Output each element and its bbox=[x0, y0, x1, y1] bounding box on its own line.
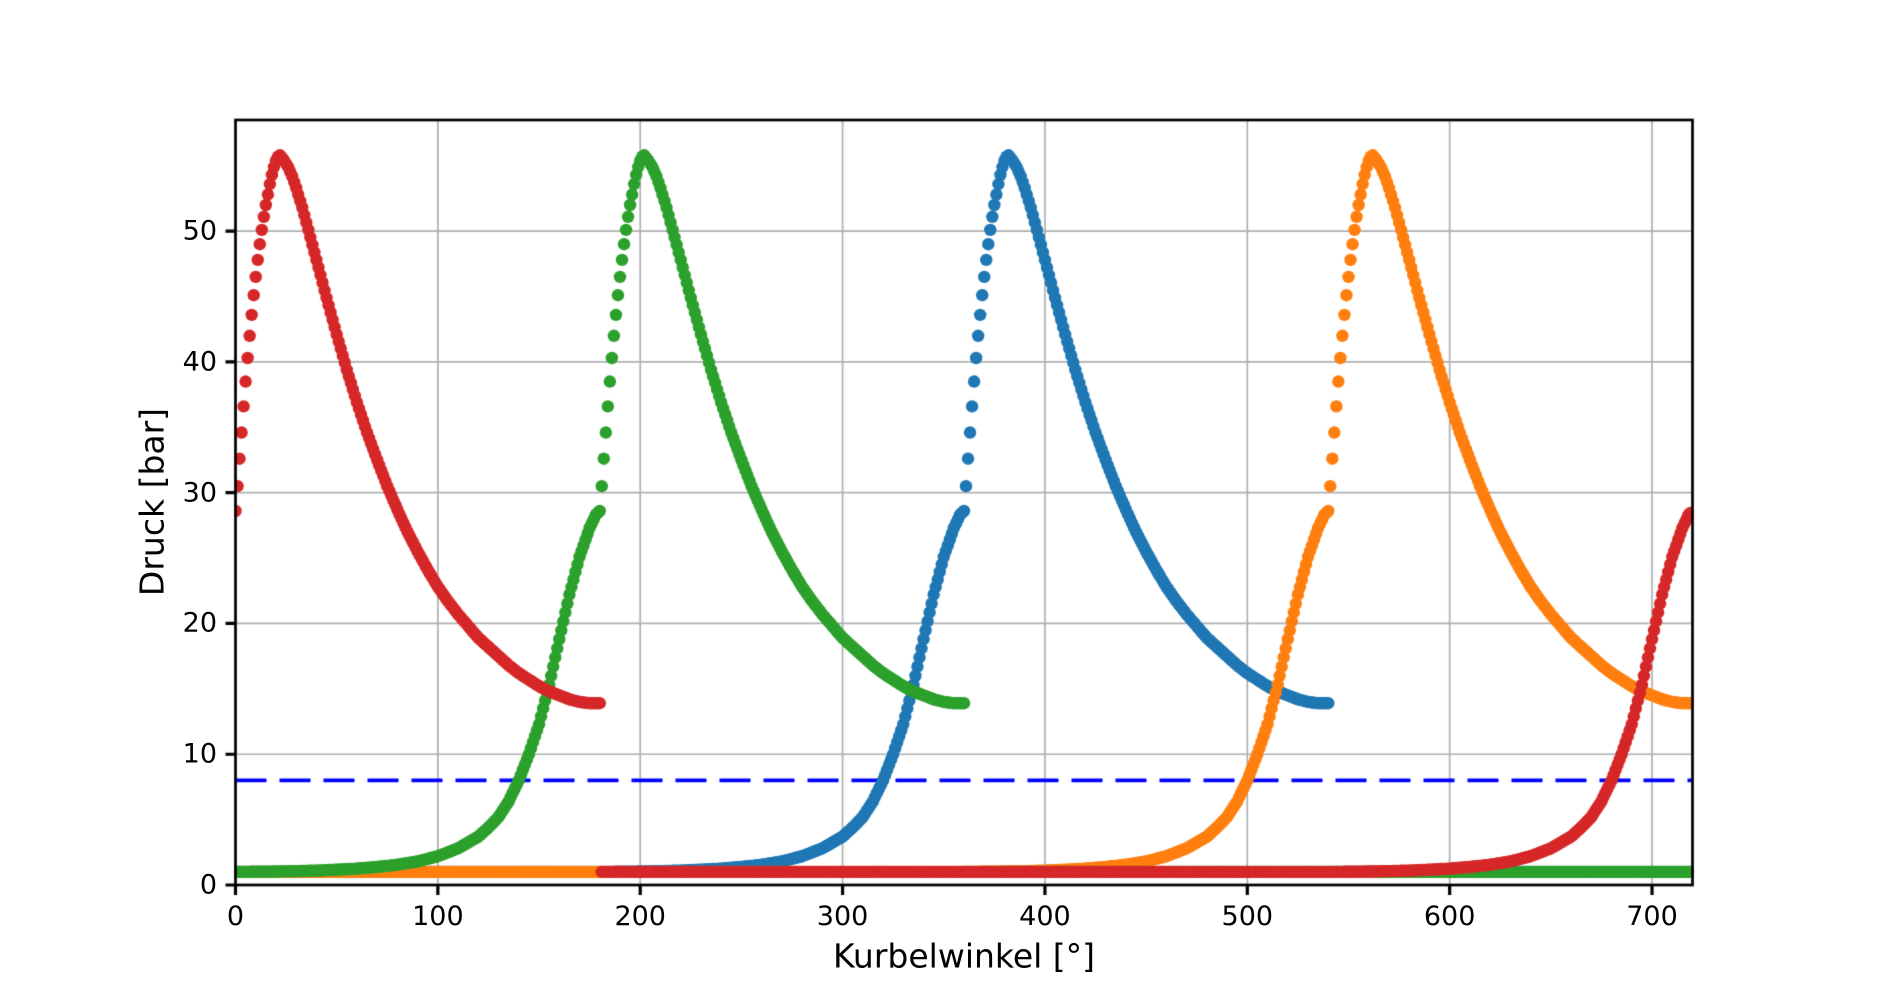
x-tick-label-600: 600 bbox=[1423, 901, 1476, 932]
x-tick-label-400: 400 bbox=[1019, 901, 1071, 932]
x-tick-label-100: 100 bbox=[412, 901, 464, 932]
y-axis-label: Druck [bar] bbox=[132, 407, 172, 597]
x-axis-label: Kurbelwinkel [°] bbox=[832, 936, 1096, 976]
x-tick-label-700: 700 bbox=[1626, 901, 1678, 932]
y-tick-label-0: 0 bbox=[199, 869, 217, 901]
x-tick-label-200: 200 bbox=[614, 901, 666, 932]
y-tick-label-50: 50 bbox=[182, 215, 217, 247]
y-tick-label-40: 40 bbox=[182, 346, 217, 378]
x-tick-label-0: 0 bbox=[226, 901, 245, 932]
y-tick-label-10: 10 bbox=[182, 738, 217, 770]
x-tick-label-500: 500 bbox=[1221, 901, 1274, 932]
x-tick-label-300: 300 bbox=[816, 901, 869, 932]
y-tick-label-30: 30 bbox=[182, 477, 217, 509]
y-tick-label-20: 20 bbox=[182, 607, 217, 639]
